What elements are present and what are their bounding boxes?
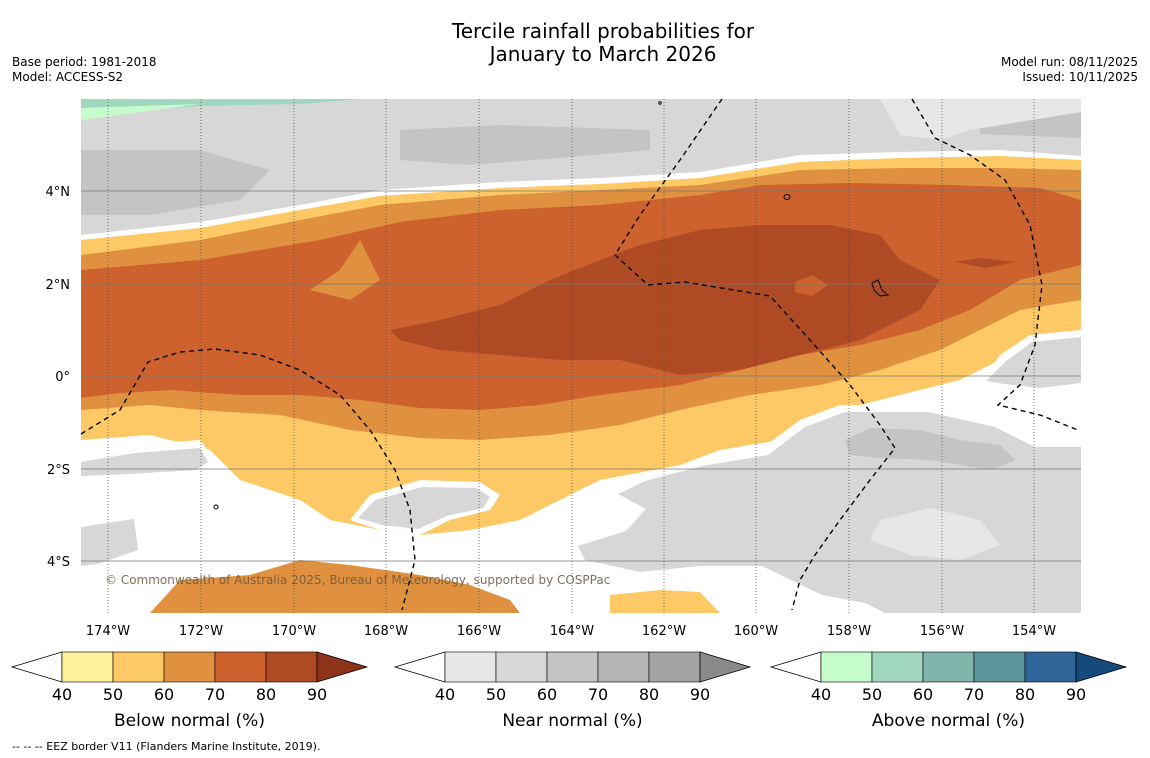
colorbar-tick: 70 [205, 685, 225, 704]
below-normal-60-south [150, 560, 520, 613]
lat-labels: 4°N 2°N 0° 2°S 4°S [46, 185, 71, 570]
colorbar-tick: 50 [862, 685, 882, 704]
near-normal-40-patch [880, 99, 1081, 140]
copyright-notice: © Commonwealth of Australia 2025, Bureau… [105, 573, 610, 587]
lon-label: 168°W [364, 624, 408, 639]
island [871, 279, 890, 297]
colorbar-segment [820, 651, 873, 683]
lon-label: 170°W [272, 624, 316, 639]
colorbar-2: 40 50 60 70 80 90 Near normal (%) [393, 651, 752, 731]
lon-labels: 174°W 172°W 170°W 168°W 166°W 164°W 162°… [86, 624, 1056, 639]
colorbar-tick: 90 [1066, 685, 1086, 704]
colorbar-segment [444, 651, 497, 683]
colorbar-tick: 40 [811, 685, 831, 704]
colorbar-max-extension [1075, 651, 1128, 683]
lat-label: 4°S [47, 555, 70, 570]
below-normal-80 [390, 225, 940, 375]
near-normal-40-patch [870, 508, 1000, 560]
above-normal-40 [81, 104, 200, 120]
colorbar-segment [648, 651, 701, 683]
below-normal-60-patch [310, 240, 380, 300]
island [658, 101, 662, 105]
base-period: Base period: 1981-2018 [12, 55, 157, 69]
lat-label: 2°S [47, 463, 70, 478]
colorbar-tick: 40 [52, 685, 72, 704]
lon-label: 162°W [642, 624, 686, 639]
colorbar-tick: 50 [486, 685, 506, 704]
lon-label: 158°W [827, 624, 871, 639]
near-normal-50-east [986, 337, 1081, 388]
islands [213, 101, 890, 510]
issued-date: Issued: 10/11/2025 [1022, 70, 1138, 84]
colorbar-segment [495, 651, 548, 683]
near-normal-50-southwest [81, 519, 138, 566]
meta-left: Base period: 1981-2018 Model: ACCESS-S2 [12, 55, 157, 85]
colorbar-min-extension [769, 651, 822, 683]
model-run: Model run: 08/11/2025 [1000, 55, 1138, 69]
colorbar-tick: 90 [307, 685, 327, 704]
colorbar-label: Above normal (%) [872, 711, 1025, 731]
lon-label: 166°W [457, 624, 501, 639]
colorbar-max-extension [699, 651, 752, 683]
colorbar-tick: 80 [639, 685, 659, 704]
lon-label: 154°W [1012, 624, 1056, 639]
lat-label: 0° [55, 370, 70, 385]
map-title: Tercile rainfall probabilities for Janua… [0, 20, 1150, 66]
colorbar-max-extension [316, 651, 369, 683]
title-line-1: Tercile rainfall probabilities for [451, 19, 755, 43]
colorbar-min-extension [393, 651, 446, 683]
colorbars: 40 50 60 70 80 90 Below normal (%) 40 50 60 70 80 90… [10, 651, 1128, 731]
probability-field [81, 99, 1081, 613]
near-normal-50-patch [358, 487, 490, 529]
meta-right: Model run: 08/11/2025 Issued: 10/11/2025 [1001, 55, 1138, 85]
colorbar-segment [265, 651, 318, 683]
colorbar-tick: 80 [256, 685, 276, 704]
colorbar-segment [163, 651, 216, 683]
colorbar-tick: 90 [690, 685, 710, 704]
colorbar-min-extension [10, 651, 63, 683]
colorbar-segment [922, 651, 975, 683]
eez-footnote: -- -- -- EEZ border V11 (Flanders Marine… [12, 740, 321, 753]
lon-label: 156°W [920, 624, 964, 639]
colorbar-segment [973, 651, 1026, 683]
colorbar-segment [1024, 651, 1077, 683]
colorbar-3: 40 50 60 70 80 90 Above normal (%) [769, 651, 1128, 731]
colorbar-label: Below normal (%) [114, 711, 265, 731]
colorbar-tick: 50 [103, 685, 123, 704]
colorbar-tick: 60 [154, 685, 174, 704]
near-normal-60-patch [81, 150, 270, 215]
below-normal-50-patch [610, 590, 720, 613]
lon-label: 172°W [179, 624, 223, 639]
colorbar-tick: 40 [435, 685, 455, 704]
lon-label: 160°W [734, 624, 778, 639]
near-normal-60-patch [400, 125, 650, 165]
colorbar-segment [214, 651, 267, 683]
title-line-2: January to March 2026 [489, 42, 717, 66]
colorbar-segment [546, 651, 599, 683]
colorbar-tick: 70 [964, 685, 984, 704]
eez-borders [80, 98, 1079, 611]
colorbar-segment [871, 651, 924, 683]
colorbar-segment [61, 651, 114, 683]
lon-label: 164°W [550, 624, 594, 639]
colorbar-tick: 80 [1015, 685, 1035, 704]
colorbar-1: 40 50 60 70 80 90 Below normal (%) [10, 651, 369, 731]
latitude-lines [81, 190, 1081, 562]
colorbar-segment [597, 651, 650, 683]
colorbar-tick: 60 [537, 685, 557, 704]
island [213, 504, 219, 510]
colorbar-tick: 60 [913, 685, 933, 704]
below-normal-80-patch [955, 258, 1015, 268]
lat-label: 4°N [46, 185, 71, 200]
island [783, 194, 791, 200]
colorbar-label: Near normal (%) [502, 711, 642, 731]
below-normal-70-patch [795, 275, 828, 296]
colorbar-segment [112, 651, 165, 683]
near-normal-60-patch [845, 428, 1015, 470]
model-name: Model: ACCESS-S2 [12, 70, 124, 84]
lat-label: 2°N [46, 278, 71, 293]
lon-label: 174°W [86, 624, 130, 639]
colorbar-tick: 70 [588, 685, 608, 704]
